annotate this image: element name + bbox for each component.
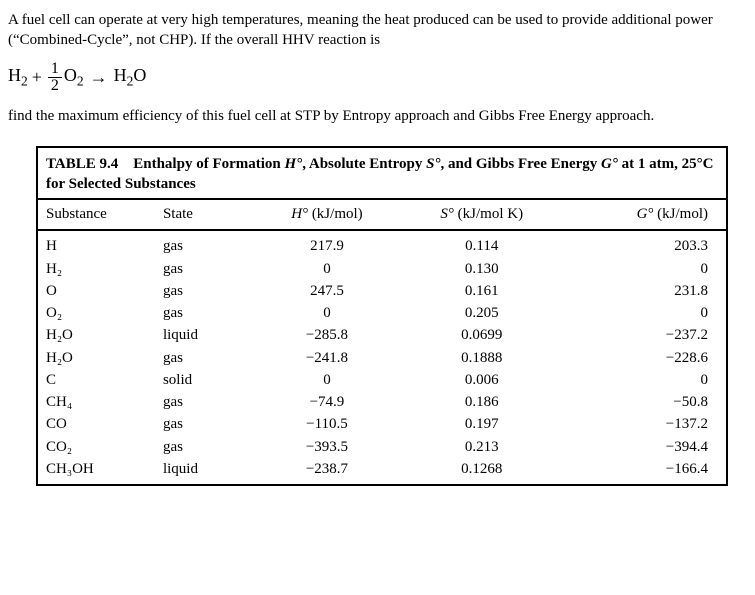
table-cell: −394.4 [561,436,726,458]
table-cell: −74.9 [251,391,402,413]
table-cell: 0.0699 [403,324,561,346]
table-cell: −238.7 [251,458,402,484]
table-row: H₂Ogas−241.80.1888−228.6 [38,347,726,369]
table-cell: gas [155,302,251,324]
table-cell: gas [155,391,251,413]
table-cell: 0.205 [403,302,561,324]
table-cell: liquid [155,458,251,484]
reaction-equation: H2 + 1 2 O2 → H2O [8,61,747,94]
table-cell: H [38,230,155,257]
table-cell: −285.8 [251,324,402,346]
col-substance: Substance [38,200,155,230]
table-header-row: Substance State H° (kJ/mol) S° (kJ/mol K… [38,200,726,230]
eq-plus: + [32,67,42,88]
table-cell: gas [155,436,251,458]
table-cell: −137.2 [561,413,726,435]
table-row: CO₂gas−393.50.213−394.4 [38,436,726,458]
table-cell: 203.3 [561,230,726,257]
table-cell: H₂ [38,258,155,280]
table-cell: 217.9 [251,230,402,257]
table-cell: gas [155,258,251,280]
eq-arrow: → [90,67,108,88]
table-cell: −166.4 [561,458,726,484]
table-cell: gas [155,280,251,302]
table-cell: −228.6 [561,347,726,369]
table-cell: O₂ [38,302,155,324]
table-cell: 0 [561,369,726,391]
table-cell: liquid [155,324,251,346]
table-row: Ogas247.50.161231.8 [38,280,726,302]
col-gibbs: G° (kJ/mol) [561,200,726,230]
table-cell: CH₃OH [38,458,155,484]
intro-paragraph-1: A fuel cell can operate at very high tem… [8,10,747,51]
table-cell: 0.1268 [403,458,561,484]
table-cell: solid [155,369,251,391]
table-cell: −110.5 [251,413,402,435]
table-cell: gas [155,413,251,435]
col-entropy: S° (kJ/mol K) [403,200,561,230]
table-cell: 0.114 [403,230,561,257]
table-cell: −393.5 [251,436,402,458]
table-cell: 0 [251,258,402,280]
table-cell: 0 [561,258,726,280]
table-cell: 0 [251,369,402,391]
table-row: H₂Oliquid−285.80.0699−237.2 [38,324,726,346]
eq-h2: H2 [8,65,28,90]
table-cell: 0.213 [403,436,561,458]
table-cell: H₂O [38,347,155,369]
table-row: O₂gas00.2050 [38,302,726,324]
eq-h2o: H2O [114,65,147,90]
table-row: CH₄gas−74.90.186−50.8 [38,391,726,413]
table-cell: CO [38,413,155,435]
col-state: State [155,200,251,230]
table-cell: 0.186 [403,391,561,413]
eq-o2: O2 [64,65,84,90]
table-cell: CO₂ [38,436,155,458]
table-caption: TABLE 9.4 Enthalpy of Formation H°, Abso… [38,148,726,201]
intro-paragraph-2: find the maximum efficiency of this fuel… [8,106,747,126]
table-cell: 0 [561,302,726,324]
table-cell: 0 [251,302,402,324]
table-cell: −50.8 [561,391,726,413]
eq-fraction: 1 2 [48,61,62,94]
table-row: CH₃OHliquid−238.70.1268−166.4 [38,458,726,484]
table-cell: O [38,280,155,302]
table-cell: 0.130 [403,258,561,280]
table-cell: −237.2 [561,324,726,346]
table-cell: 0.197 [403,413,561,435]
table-row: Csolid00.0060 [38,369,726,391]
table-row: COgas−110.50.197−137.2 [38,413,726,435]
col-enthalpy: H° (kJ/mol) [251,200,402,230]
table-cell: H₂O [38,324,155,346]
table-cell: CH₄ [38,391,155,413]
table-cell: −241.8 [251,347,402,369]
table-cell: 0.006 [403,369,561,391]
table-row: H₂gas00.1300 [38,258,726,280]
table-cell: gas [155,347,251,369]
table-cell: C [38,369,155,391]
table-row: Hgas217.90.114203.3 [38,230,726,257]
table-cell: 0.1888 [403,347,561,369]
table-cell: 231.8 [561,280,726,302]
thermo-table: TABLE 9.4 Enthalpy of Formation H°, Abso… [36,146,728,486]
table-cell: 247.5 [251,280,402,302]
table-cell: 0.161 [403,280,561,302]
table-cell: gas [155,230,251,257]
data-table: Substance State H° (kJ/mol) S° (kJ/mol K… [38,200,726,484]
